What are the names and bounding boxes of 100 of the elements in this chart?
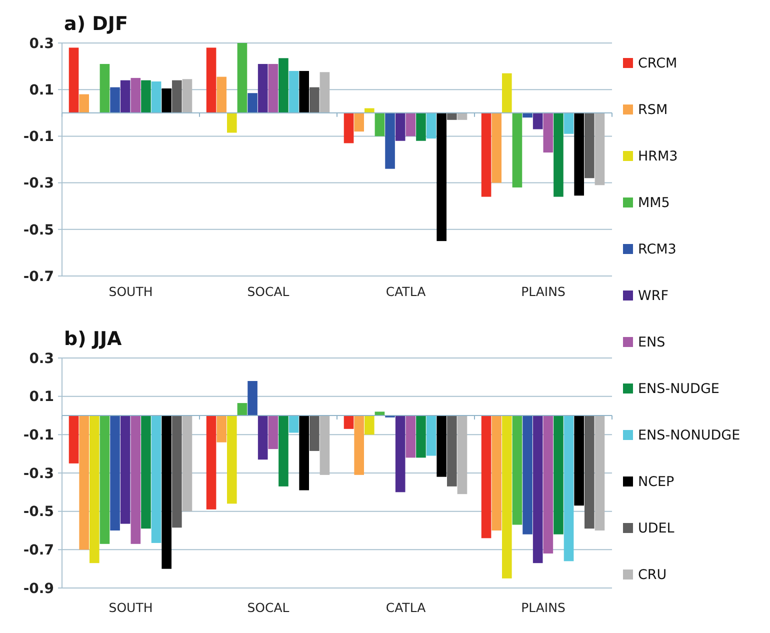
legend-label: ENS-NONUDGE	[638, 428, 740, 444]
bar	[100, 64, 110, 113]
y-tick-label: -0.9	[23, 580, 54, 597]
bar	[436, 112, 446, 242]
bar	[268, 416, 278, 450]
bar	[447, 416, 457, 486]
legend-label: CRCM	[638, 56, 678, 72]
bar	[543, 112, 554, 153]
bar	[299, 416, 309, 490]
bar	[100, 416, 110, 544]
bar	[172, 416, 182, 528]
bar	[364, 416, 374, 435]
bar	[354, 112, 364, 132]
bar	[216, 76, 226, 113]
bar	[248, 93, 258, 113]
bar	[110, 87, 120, 113]
y-tick-label: -0.7	[23, 542, 54, 559]
bar	[141, 80, 151, 113]
bar	[206, 48, 216, 113]
chart-title: a) DJF	[64, 13, 128, 35]
bar	[502, 73, 512, 113]
bar	[574, 112, 584, 196]
legend-label: RSM	[638, 102, 668, 118]
bar	[416, 416, 426, 458]
bar	[564, 112, 574, 134]
bar	[594, 416, 605, 530]
chart-title: b) JJA	[64, 328, 122, 350]
bar	[395, 416, 406, 492]
legend-label: UDEL	[638, 520, 675, 537]
bar	[574, 416, 584, 506]
y-tick-label: -0.1	[23, 428, 54, 444]
legend-label: MM5	[638, 195, 670, 212]
legend-label: NCEP	[638, 474, 674, 490]
bar	[594, 112, 605, 186]
bar	[512, 416, 522, 525]
legend-label: ENS	[638, 334, 666, 351]
bar	[227, 416, 237, 504]
legend-label: ENS-NUDGE	[638, 381, 720, 398]
bar	[426, 112, 436, 139]
bar	[385, 112, 395, 169]
bar	[532, 416, 543, 564]
x-tick-label: PLAINS	[521, 600, 566, 615]
bar	[79, 416, 89, 550]
y-tick-label: -0.3	[23, 466, 54, 482]
bar	[512, 112, 522, 188]
bar	[447, 112, 457, 120]
bar	[310, 416, 320, 451]
bar	[364, 108, 374, 113]
x-tick-label: SOCAL	[247, 284, 290, 299]
bar	[436, 416, 446, 477]
bar	[426, 416, 436, 456]
bar	[227, 112, 237, 133]
bar	[492, 416, 502, 530]
bar	[130, 78, 141, 113]
bar	[522, 416, 532, 534]
bar	[492, 112, 502, 183]
y-tick-label: -0.3	[23, 176, 54, 192]
y-tick-label: -0.5	[23, 504, 54, 520]
bar	[481, 112, 492, 197]
bar	[320, 416, 330, 475]
legend-label: WRF	[638, 288, 668, 304]
bar	[395, 112, 406, 141]
bar	[278, 416, 288, 486]
bar	[130, 416, 141, 544]
bar	[457, 416, 468, 494]
bar	[237, 43, 248, 113]
bar	[374, 112, 385, 136]
bar	[141, 416, 151, 529]
bar	[406, 112, 416, 136]
bar	[68, 48, 79, 113]
y-tick-label: 0.3	[29, 36, 54, 52]
bar	[457, 112, 468, 120]
bar	[288, 70, 299, 113]
bar	[120, 80, 130, 113]
y-tick-label: 0.1	[29, 389, 54, 406]
bar	[151, 416, 162, 543]
bar	[288, 416, 299, 433]
legend-label: HRM3	[638, 148, 678, 165]
bar	[344, 416, 354, 429]
x-tick-label: CATLA	[386, 284, 426, 299]
bar	[278, 58, 288, 113]
bar	[248, 381, 258, 416]
bar	[162, 88, 172, 113]
bar	[216, 416, 226, 442]
bar	[584, 416, 594, 529]
bar	[162, 416, 172, 569]
bar	[268, 64, 278, 113]
bar	[68, 416, 79, 464]
y-tick-label: -0.1	[23, 129, 54, 146]
bar	[79, 94, 89, 113]
bar	[90, 416, 100, 564]
bar	[564, 416, 574, 562]
bar	[320, 72, 330, 113]
bar	[258, 64, 268, 113]
bar	[554, 112, 564, 197]
bar	[182, 79, 192, 113]
bar	[258, 416, 268, 460]
bar	[416, 112, 426, 141]
y-tick-label: 0.3	[29, 350, 54, 367]
bar	[354, 416, 364, 475]
